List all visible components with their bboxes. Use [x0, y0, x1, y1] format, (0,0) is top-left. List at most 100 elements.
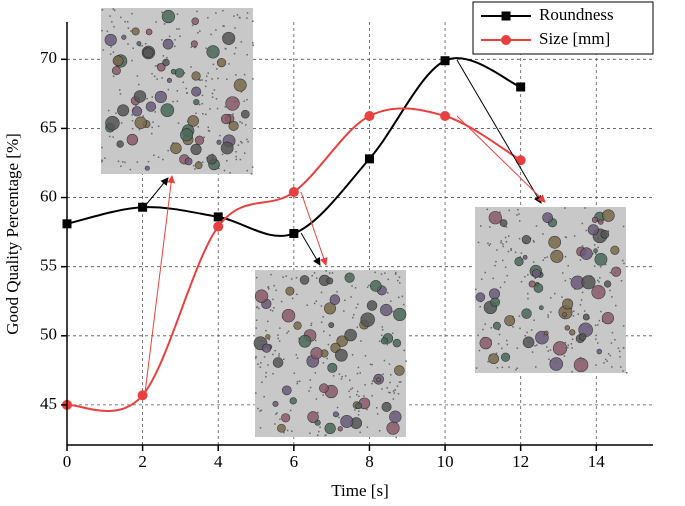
speck [532, 239, 535, 242]
speck [357, 410, 360, 412]
particle [310, 347, 323, 360]
speck [151, 72, 153, 75]
speck [593, 265, 596, 267]
speck [494, 264, 496, 267]
marker [289, 229, 299, 238]
particle [603, 280, 612, 288]
speck [620, 280, 623, 282]
speck [368, 284, 370, 287]
particle [126, 133, 139, 146]
speck [351, 387, 354, 389]
speck [519, 327, 521, 330]
speck [351, 285, 353, 287]
speck [306, 304, 308, 306]
speck [120, 122, 123, 124]
speck [113, 25, 115, 28]
speck [229, 172, 231, 174]
particle [144, 165, 150, 171]
speck [222, 9, 224, 12]
particle [324, 302, 337, 315]
speck [191, 24, 194, 27]
speck [120, 16, 122, 19]
speck [289, 409, 292, 412]
speck [108, 135, 111, 138]
speck [278, 340, 281, 342]
speck [209, 108, 211, 110]
particle [581, 275, 596, 290]
speck [598, 319, 601, 322]
speck [579, 356, 582, 359]
speck [202, 113, 204, 115]
speck [238, 16, 241, 19]
speck [597, 324, 599, 326]
speck [527, 297, 529, 300]
marker [364, 154, 374, 164]
speck [252, 44, 254, 47]
speck [216, 107, 219, 110]
speck [392, 310, 394, 313]
speck [101, 29, 103, 32]
speck [201, 94, 204, 97]
speck [235, 47, 237, 49]
speck [495, 352, 498, 355]
speck [570, 343, 573, 345]
speck [599, 277, 601, 279]
speck [144, 42, 147, 45]
speck [258, 307, 260, 310]
particle [145, 101, 157, 112]
speck [567, 344, 569, 346]
speck [168, 35, 171, 38]
particle [336, 335, 348, 347]
particle [117, 104, 130, 117]
speck [554, 292, 556, 295]
speck [348, 390, 350, 393]
particle [116, 140, 124, 148]
particle [542, 212, 553, 223]
speck [396, 279, 399, 282]
speck [224, 106, 226, 108]
speck [251, 42, 254, 44]
speck [387, 278, 389, 281]
particle [393, 307, 407, 322]
x-tick-label: 2 [138, 452, 147, 471]
speck [353, 314, 355, 316]
speck [320, 291, 323, 294]
speck [338, 416, 340, 419]
speck [571, 347, 573, 349]
speck [278, 355, 280, 357]
particle [389, 410, 402, 423]
particle [562, 312, 568, 318]
speck [162, 55, 165, 57]
speck [119, 93, 122, 95]
speck [310, 322, 313, 325]
speck [113, 9, 116, 12]
inset-image [101, 8, 254, 175]
speck [397, 296, 400, 299]
speck [320, 305, 323, 307]
speck [611, 331, 614, 334]
speck [205, 75, 208, 78]
particle [154, 90, 167, 104]
y-axis-title: Good Quality Percentage [%] [3, 133, 22, 335]
speck [580, 299, 583, 301]
speck [279, 418, 281, 421]
speck [255, 319, 258, 322]
speck [270, 273, 272, 276]
speck [139, 45, 141, 47]
speck [519, 256, 522, 258]
speck [366, 426, 369, 428]
speck [561, 272, 564, 274]
speck [277, 334, 279, 336]
speck [110, 46, 112, 48]
speck [622, 370, 624, 372]
particle [190, 143, 202, 155]
particle [225, 96, 240, 111]
speck [625, 371, 628, 374]
speck [147, 160, 150, 163]
speck [273, 307, 275, 309]
legend-marker [501, 11, 511, 21]
speck [584, 207, 586, 209]
speck [350, 388, 352, 391]
plot [62, 56, 526, 413]
speck [502, 245, 504, 248]
